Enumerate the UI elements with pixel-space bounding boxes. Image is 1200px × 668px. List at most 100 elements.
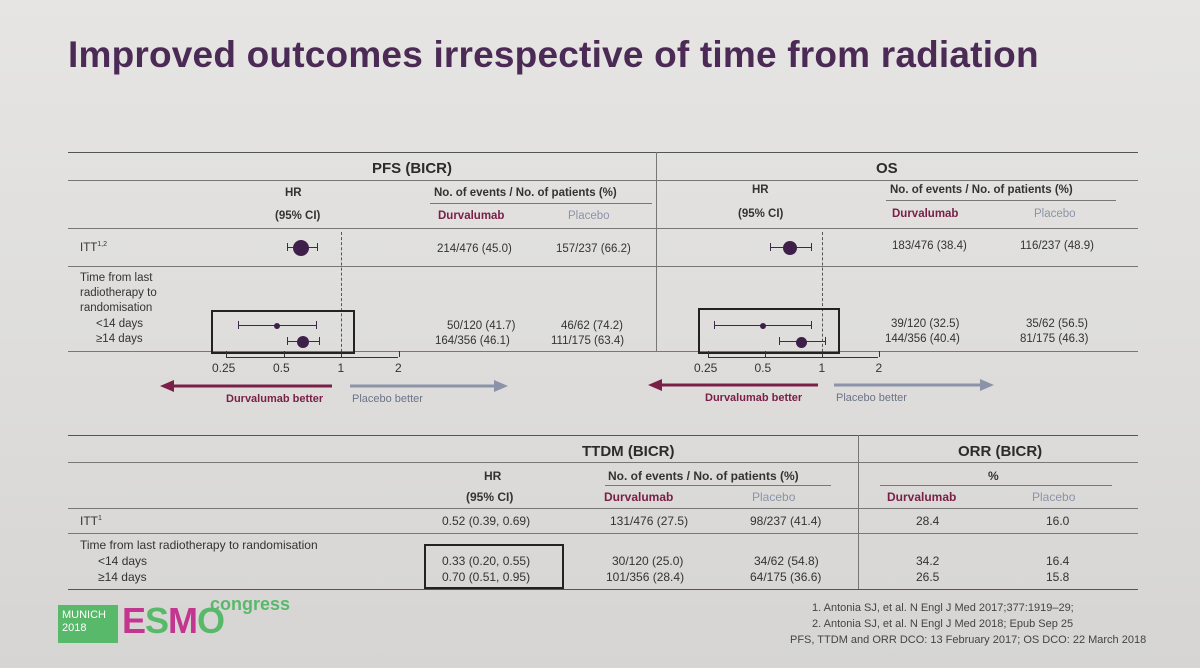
os-lt14-plac: 35/62 (56.5)	[1026, 318, 1089, 330]
pfs-ci-label: (95% CI)	[275, 210, 321, 222]
ttdm-lt14-label: <14 days	[98, 554, 148, 568]
pfs-lt14-label: <14 days	[96, 318, 143, 330]
ttdm-ge14-durv: 101/356 (28.4)	[606, 570, 685, 584]
pfs-axis	[226, 357, 398, 358]
os-durv-label: Durvalumab	[892, 208, 959, 220]
ttdm-subgroup-highlight-box	[424, 544, 564, 589]
ttdm-itt-superscript: 1	[98, 515, 102, 522]
pfs-ge14-ci-cap	[319, 337, 321, 345]
ttdm-lt14-plac: 34/62 (54.8)	[754, 554, 819, 568]
pfs-reference-line	[341, 232, 342, 357]
logo-city: MUNICH	[62, 609, 106, 621]
ttdm-lt14-hr: 0.33 (0.20, 0.55)	[442, 554, 531, 568]
pfs-header: PFS (BICR)	[372, 160, 452, 177]
pfs-axis-tick	[341, 351, 342, 357]
ttdm-events-label: No. of events / No. of patients (%)	[608, 469, 799, 483]
itt-text: ITT	[80, 241, 98, 254]
pfs-ge14-durv: 164/356 (46.1)	[435, 335, 510, 347]
pfs-itt-label: ITT1,2	[80, 241, 107, 254]
lower-top-rule	[68, 435, 1138, 436]
ttdm-lt14-durv: 30/120 (25.0)	[612, 554, 684, 568]
orr-plac-label: Placebo	[1032, 490, 1076, 504]
pfs-ge14-hr-point	[296, 336, 309, 348]
ttdm-events-rule	[605, 485, 831, 486]
itt-superscript: 1,2	[97, 241, 107, 248]
upper-itt-rule	[68, 266, 1138, 267]
pfs-plac-label: Placebo	[568, 210, 610, 222]
os-header: OS	[876, 160, 898, 177]
logo-congress-text: congress	[210, 594, 291, 614]
pfs-itt-ci-cap	[286, 243, 288, 251]
pfs-itt-hr-point	[293, 240, 310, 256]
os-subgroup-highlight-box	[698, 308, 840, 354]
os-axis-tick-label: 1	[818, 361, 826, 375]
os-itt-ci-cap	[769, 243, 771, 251]
pfs-time-label-1: Time from last	[80, 272, 153, 284]
esmo-logo: ESMO	[122, 600, 225, 642]
os-durv-better: Durvalumab better	[705, 392, 803, 404]
upper-bottom-rule	[68, 351, 1138, 352]
pfs-events-rule	[430, 203, 652, 204]
os-axis-tick	[822, 351, 823, 357]
pfs-lt14-durv: 50/120 (41.7)	[447, 320, 516, 332]
os-axis-tick	[765, 351, 766, 357]
pfs-os-divider	[656, 152, 657, 352]
os-ci-label: (95% CI)	[738, 208, 784, 220]
orr-lt14-durv: 34.2	[916, 554, 940, 568]
pfs-itt-ci-cap	[317, 243, 319, 251]
os-lt14-durv: 39/120 (32.5)	[891, 318, 960, 330]
orr-itt-plac: 16.0	[1046, 514, 1070, 528]
top-rule	[68, 152, 1138, 153]
ttdm-hr-label: HR	[484, 469, 502, 483]
ttdm-itt-text: ITT	[80, 514, 98, 528]
ttdm-time-label: Time from last radiotherapy to randomisa…	[80, 538, 318, 552]
ttdm-plac-label: Placebo	[752, 490, 796, 504]
ttdm-itt-label: ITT1	[80, 514, 102, 528]
pfs-lt14-ci-cap	[316, 321, 318, 329]
os-ge14-ci-cap	[778, 337, 780, 345]
ttdm-itt-durv: 131/476 (27.5)	[610, 514, 689, 528]
os-durv-arrowhead	[648, 379, 662, 391]
os-ge14-plac: 81/175 (46.3)	[1020, 333, 1089, 345]
pfs-ge14-ci-cap	[286, 337, 288, 345]
os-lt14-hr-point	[760, 323, 767, 329]
pfs-axis-tick-label: 2	[395, 361, 402, 375]
os-lt14-ci-cap	[811, 321, 813, 329]
esmo-letter: M	[168, 600, 198, 641]
pfs-lt14-hr-point	[273, 323, 280, 329]
pfs-axis-tick-label: 0.5	[273, 361, 290, 375]
esmo-letter: O	[197, 600, 225, 641]
pfs-ge14-label: ≥14 days	[96, 333, 143, 345]
pfs-axis-tick	[226, 351, 227, 357]
pfs-lt14-plac: 46/62 (74.2)	[561, 320, 624, 332]
os-axis-tick-label: 0.5	[754, 361, 772, 375]
orr-pct-rule	[880, 485, 1112, 486]
lower-header-rule	[68, 462, 1138, 463]
os-hr-label: HR	[752, 184, 769, 196]
os-itt-ci-cap	[810, 243, 812, 251]
orr-header: ORR (BICR)	[958, 443, 1043, 460]
os-plac-label: Placebo	[1034, 208, 1076, 220]
esmo-letter: S	[145, 600, 169, 641]
pfs-axis-tick-label: 0.25	[212, 361, 236, 375]
esmo-letter: E	[122, 600, 146, 641]
ttdm-header: TTDM (BICR)	[582, 443, 675, 460]
os-axis	[708, 357, 878, 358]
slide-title: Improved outcomes irrespective of time f…	[68, 34, 1039, 75]
os-plac-better: Placebo better	[836, 392, 907, 404]
lower-bottom-rule	[68, 589, 1138, 590]
pfs-lt14-ci-cap	[238, 321, 240, 329]
orr-ge14-durv: 26.5	[916, 570, 940, 584]
ttdm-ge14-hr: 0.70 (0.51, 0.95)	[442, 570, 531, 584]
pfs-plac-arrowhead	[494, 380, 508, 392]
pfs-time-label-3: randomisation	[80, 302, 153, 314]
pfs-axis-tick	[283, 351, 285, 357]
footnote-2: 2. Antonia SJ, et al. N Engl J Med 2018;…	[812, 618, 1074, 630]
pfs-ge14-plac: 111/175 (63.4)	[551, 335, 625, 347]
os-ge14-durv: 144/356 (40.4)	[885, 333, 960, 345]
os-itt-durv: 183/476 (38.4)	[892, 240, 967, 252]
os-header-rule	[656, 180, 1138, 181]
footnote-1: 1. Antonia SJ, et al. N Engl J Med 2017;…	[812, 602, 1074, 614]
pfs-axis-tick-label: 1	[337, 361, 345, 375]
